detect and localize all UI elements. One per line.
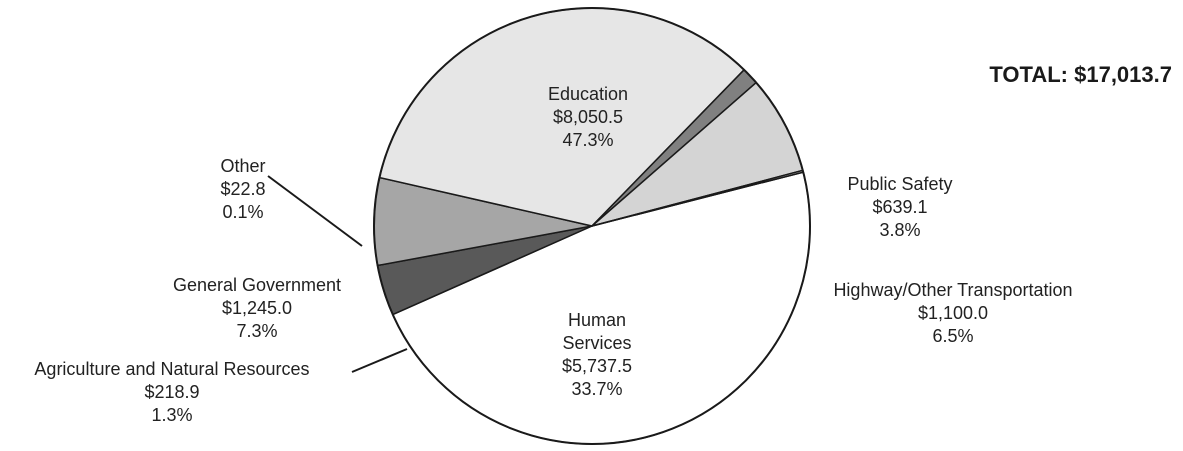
leader-lines [267,175,408,373]
slice-labels: Education $8,050.5 47.3% Public Safety $639.… [34,84,1072,425]
leader-line-agriculture-and-natural-resources [351,348,408,373]
pie-outline [373,7,811,445]
chart-total: TOTAL: $17,013.7 [989,62,1172,87]
slice-label-other: Other $22.8 0.1% [220,156,265,222]
slice-label-highway-other-transportation: Highway/Other Transportation $1,100.0 6.5% [833,280,1072,346]
slice-label-public-safety: Public Safety $639.1 3.8% [847,174,952,240]
slice-label-education: Education $8,050.5 47.3% [548,84,628,150]
slice-label-general-government: General Government $1,245.0 7.3% [173,275,341,341]
pie-slices [373,7,811,445]
leader-line-other [267,175,363,247]
slice-label-agriculture-and-natural-resources: Agriculture and Natural Resources $218.9 1… [34,359,309,425]
slice-label-human-services: Human Services $5,737.5 33.7% [562,310,632,399]
